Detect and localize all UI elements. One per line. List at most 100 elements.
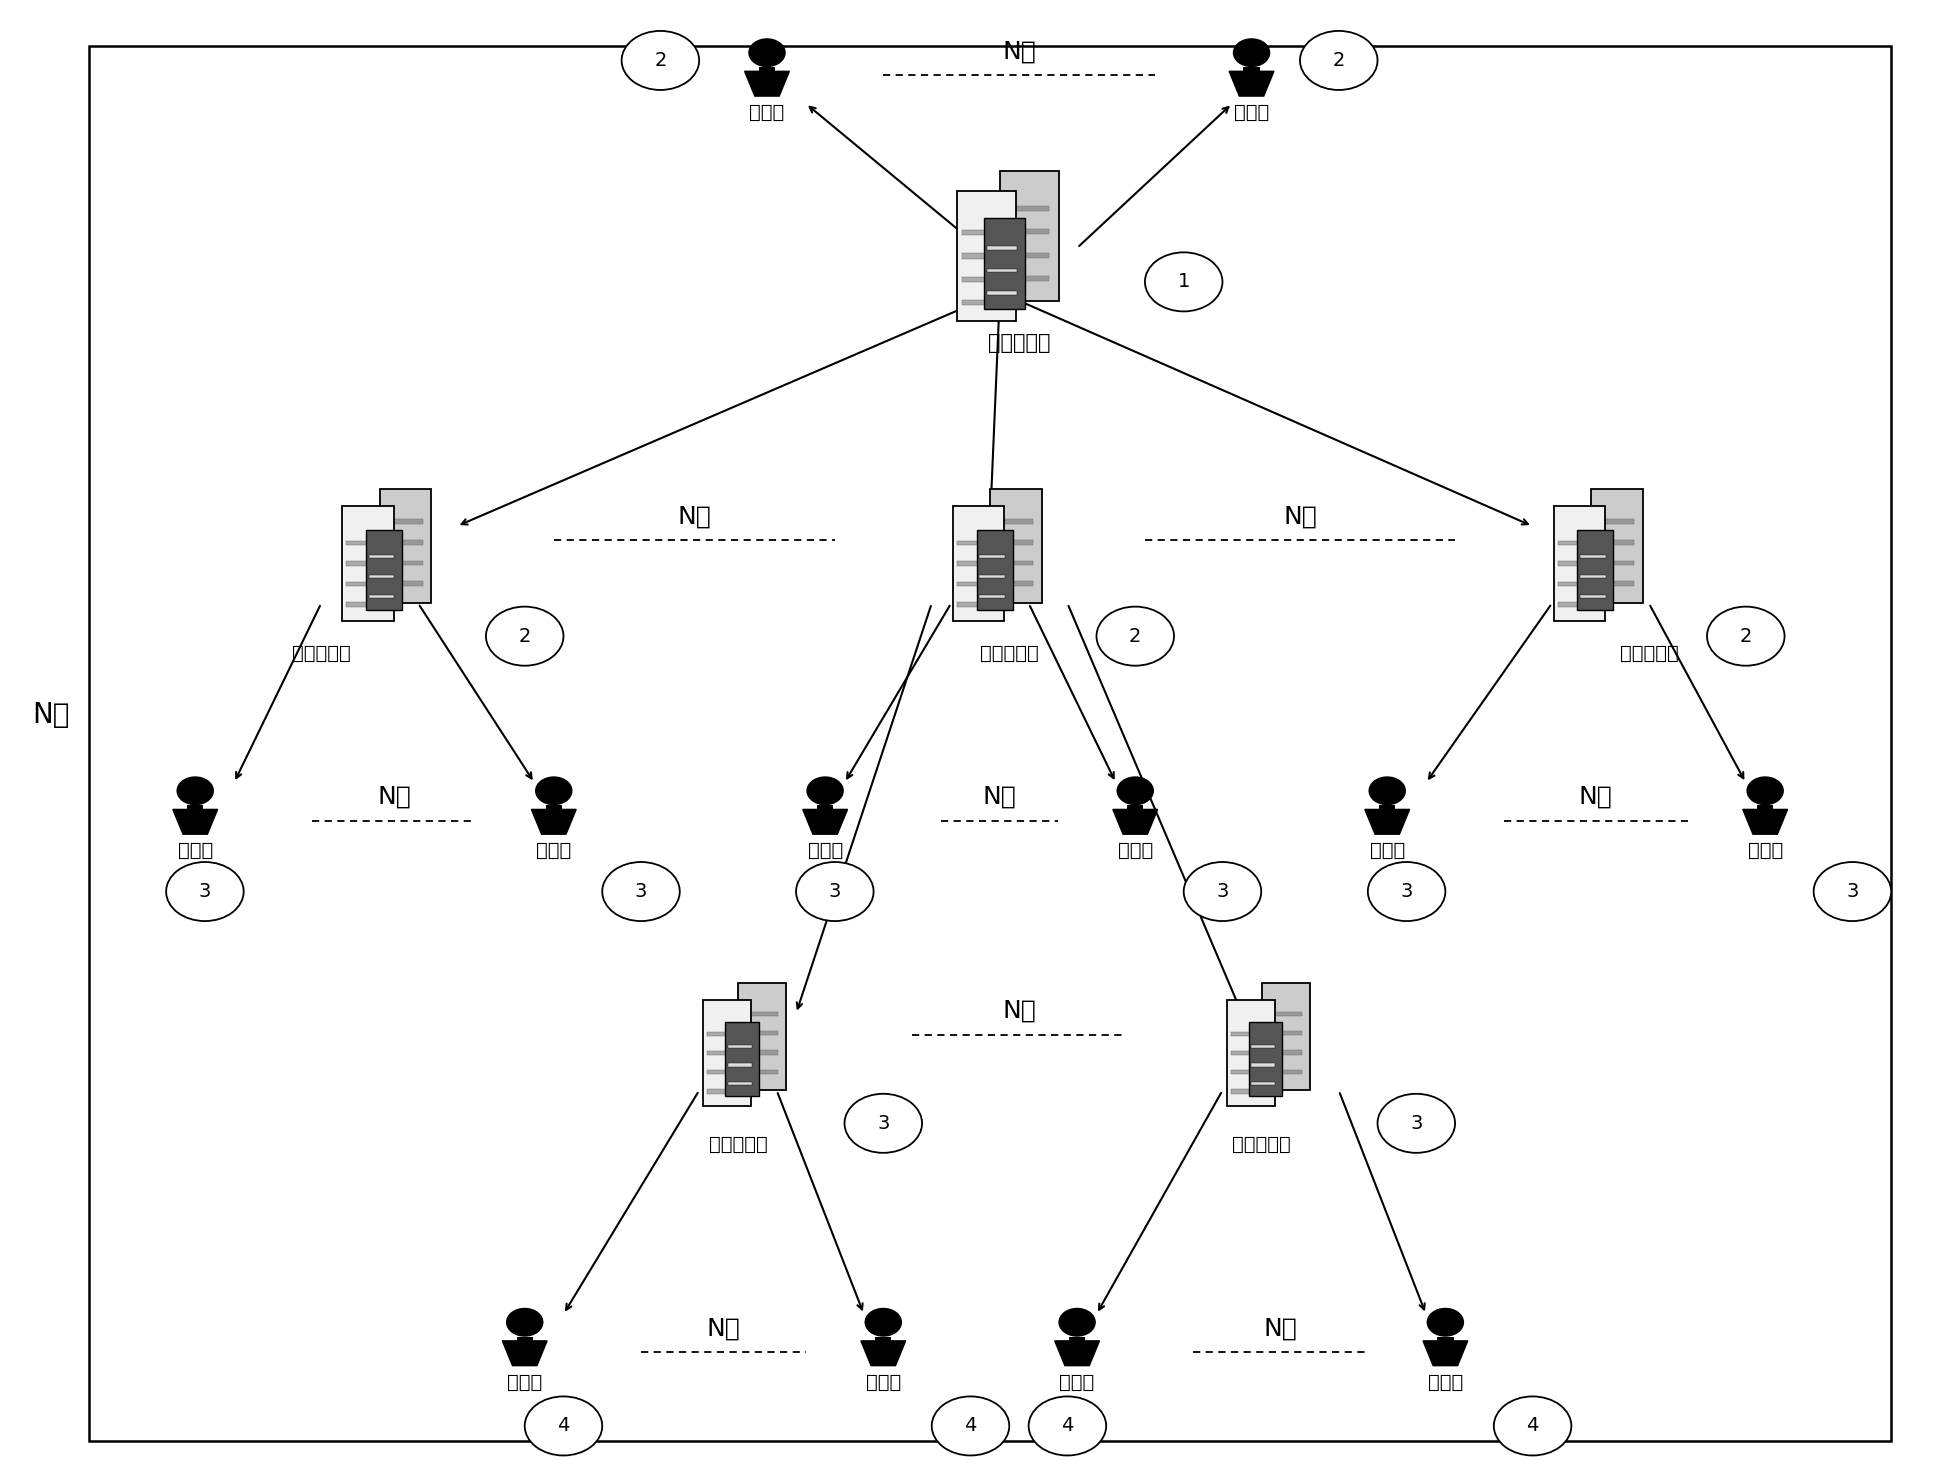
Bar <box>384 561 423 565</box>
Circle shape <box>932 1396 1009 1455</box>
Bar <box>1000 170 1058 300</box>
Text: 客户端: 客户端 <box>807 842 842 861</box>
Bar <box>369 574 394 578</box>
Bar <box>1580 574 1605 578</box>
Circle shape <box>1184 862 1262 921</box>
Bar <box>384 540 423 544</box>
Text: N个: N个 <box>1578 785 1613 809</box>
Bar <box>728 1044 751 1049</box>
Text: N个: N个 <box>377 785 411 809</box>
Text: 2: 2 <box>1739 627 1753 646</box>
Polygon shape <box>804 809 848 834</box>
Bar <box>1559 561 1597 566</box>
Text: 三级服务端: 三级服务端 <box>708 1134 767 1154</box>
Bar <box>978 595 1005 598</box>
Bar <box>817 805 833 812</box>
Bar <box>1262 984 1310 1090</box>
Circle shape <box>1368 776 1405 805</box>
Bar <box>984 217 1025 309</box>
Bar <box>1553 506 1605 621</box>
Text: 2: 2 <box>1333 50 1345 70</box>
Bar <box>1266 1050 1302 1055</box>
Bar <box>1005 229 1048 235</box>
Bar <box>1436 1337 1454 1344</box>
Circle shape <box>1300 31 1378 90</box>
Bar <box>1005 253 1048 257</box>
Bar <box>369 555 394 558</box>
Text: 2: 2 <box>518 627 532 646</box>
Circle shape <box>1060 1309 1095 1336</box>
Circle shape <box>1813 862 1891 921</box>
Bar <box>957 581 996 586</box>
Circle shape <box>536 776 573 805</box>
Text: 2: 2 <box>654 50 666 70</box>
Circle shape <box>1029 1396 1106 1455</box>
Bar <box>978 555 1005 558</box>
Bar <box>345 541 384 546</box>
Bar <box>1580 555 1605 558</box>
Text: 三级服务端: 三级服务端 <box>1233 1134 1291 1154</box>
Text: N个: N个 <box>1264 1316 1297 1340</box>
Bar <box>1596 561 1634 565</box>
Bar <box>994 581 1033 586</box>
Text: 3: 3 <box>829 881 840 901</box>
Bar <box>1596 581 1634 586</box>
Circle shape <box>507 1309 543 1336</box>
Text: 4: 4 <box>1062 1417 1073 1436</box>
Bar <box>957 191 1015 321</box>
Bar <box>707 1090 743 1093</box>
Bar <box>1252 1063 1275 1066</box>
Polygon shape <box>173 809 217 834</box>
Bar <box>1069 1337 1085 1344</box>
Text: 3: 3 <box>635 881 646 901</box>
Bar <box>1578 529 1613 609</box>
Text: 1: 1 <box>1178 272 1190 291</box>
Bar <box>369 595 394 598</box>
Polygon shape <box>1743 809 1788 834</box>
Circle shape <box>844 1094 922 1152</box>
Circle shape <box>1747 776 1784 805</box>
Bar <box>1005 277 1048 281</box>
Bar <box>1231 1071 1267 1074</box>
Circle shape <box>1118 776 1153 805</box>
Bar <box>1592 488 1642 603</box>
Circle shape <box>1368 862 1446 921</box>
Circle shape <box>1145 253 1223 312</box>
Bar <box>1596 540 1634 544</box>
Polygon shape <box>1229 71 1273 96</box>
Bar <box>1231 1090 1267 1093</box>
Text: 客户端: 客户端 <box>1429 1373 1464 1392</box>
Bar <box>1128 805 1143 812</box>
Polygon shape <box>1112 809 1157 834</box>
Text: 客户端: 客户端 <box>1370 842 1405 861</box>
Circle shape <box>1097 606 1174 666</box>
Text: 客户端: 客户端 <box>749 104 784 123</box>
Bar <box>1005 206 1048 211</box>
Bar <box>1248 1022 1283 1096</box>
Bar <box>963 300 1005 305</box>
Text: 4: 4 <box>1526 1417 1539 1436</box>
Circle shape <box>1427 1309 1464 1336</box>
Bar <box>957 602 996 606</box>
Bar <box>1266 1012 1302 1016</box>
Bar <box>741 1069 778 1074</box>
Polygon shape <box>862 1341 906 1365</box>
Text: N个: N个 <box>1002 998 1036 1023</box>
Bar <box>545 805 563 812</box>
Bar <box>384 519 423 524</box>
Bar <box>1266 1069 1302 1074</box>
Bar <box>741 1031 778 1035</box>
Bar <box>1252 1044 1275 1049</box>
Polygon shape <box>745 71 790 96</box>
Bar <box>1252 1083 1275 1086</box>
Circle shape <box>1495 1396 1572 1455</box>
Circle shape <box>524 1396 602 1455</box>
Bar <box>703 1000 751 1106</box>
Text: 客户端: 客户端 <box>507 1373 542 1392</box>
Bar <box>994 519 1033 524</box>
Text: 3: 3 <box>1846 881 1859 901</box>
Bar <box>759 67 774 74</box>
Text: 客户端: 客户端 <box>866 1373 901 1392</box>
Text: N个: N个 <box>1283 504 1316 528</box>
Bar <box>384 581 423 586</box>
